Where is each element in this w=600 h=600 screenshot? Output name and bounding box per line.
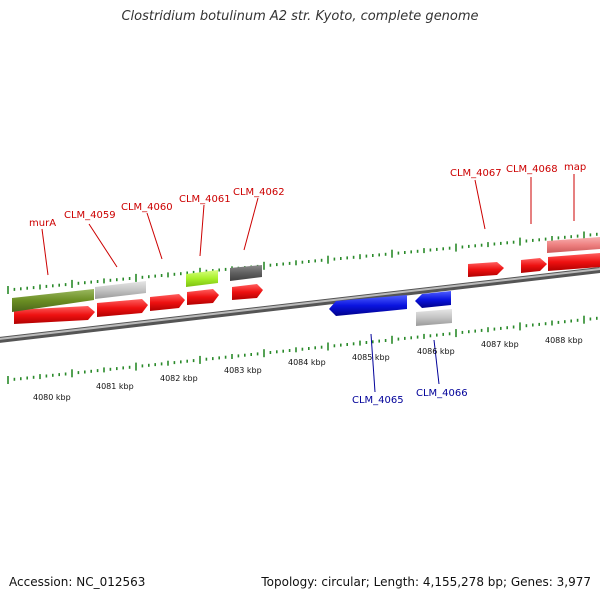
gene-clm4062[interactable] (230, 265, 262, 281)
ruler-label-4080: 4080 kbp (33, 393, 71, 402)
genome-backbone (0, 267, 600, 343)
label-clm4067[interactable]: CLM_4067 (450, 168, 502, 179)
label-clm4061[interactable]: CLM_4061 (179, 194, 231, 205)
ruler-label-4087: 4087 kbp (481, 340, 519, 349)
label-leaders-reverse (370, 333, 440, 393)
accession-text: Accession: NC_012563 (9, 575, 146, 589)
label-clm4068[interactable]: CLM_4068 (506, 164, 558, 175)
label-clm4065[interactable]: CLM_4065 (352, 395, 404, 406)
ruler-label-4083: 4083 kbp (224, 366, 262, 375)
cds-murA[interactable] (14, 306, 95, 324)
label-clm4062[interactable]: CLM_4062 (233, 187, 285, 198)
cds-clm4067[interactable] (468, 262, 504, 277)
genome-backbone-highlight (0, 268, 600, 340)
gene-murA[interactable] (12, 289, 94, 312)
ruler-label-4084: 4084 kbp (288, 358, 326, 367)
ruler-label-4086: 4086 kbp (417, 347, 455, 356)
cds-clm4060[interactable] (150, 294, 185, 311)
inner-tick-ruler (7, 315, 598, 384)
cds-clm4061[interactable] (187, 289, 219, 305)
gene-clm4061[interactable] (186, 270, 218, 287)
gene-clm4059[interactable] (95, 281, 146, 299)
map-title: Clostridium botulinum A2 str. Kyoto, com… (121, 9, 479, 24)
label-clm4060[interactable]: CLM_4060 (121, 202, 173, 213)
gene-clm4066[interactable] (416, 309, 452, 326)
cds-clm4062[interactable] (232, 284, 263, 300)
label-clm4066[interactable]: CLM_4066 (416, 388, 468, 399)
ruler-label-4082: 4082 kbp (160, 374, 198, 383)
ruler-label-4085: 4085 kbp (352, 353, 390, 362)
cds-map[interactable] (548, 253, 600, 271)
label-clm4059[interactable]: CLM_4059 (64, 210, 116, 221)
genome-summary-text: Topology: circular; Length: 4,155,278 bp… (261, 575, 591, 589)
label-map[interactable]: map (564, 162, 586, 173)
gene-map[interactable] (547, 237, 600, 253)
ruler-label-4081: 4081 kbp (96, 382, 134, 391)
label-murA[interactable]: murA (29, 218, 56, 229)
ruler-label-4088: 4088 kbp (545, 336, 583, 345)
ruler-labels: 4080 kbp 4081 kbp 4082 kbp 4083 kbp 4084… (33, 336, 583, 402)
cds-clm4066[interactable] (415, 291, 451, 308)
cds-clm4059[interactable] (97, 299, 148, 317)
cds-clm4068[interactable] (521, 258, 547, 273)
cds-clm4065[interactable] (329, 295, 407, 316)
outer-tick-ruler (7, 231, 598, 294)
label-leaders-forward (41, 174, 575, 276)
